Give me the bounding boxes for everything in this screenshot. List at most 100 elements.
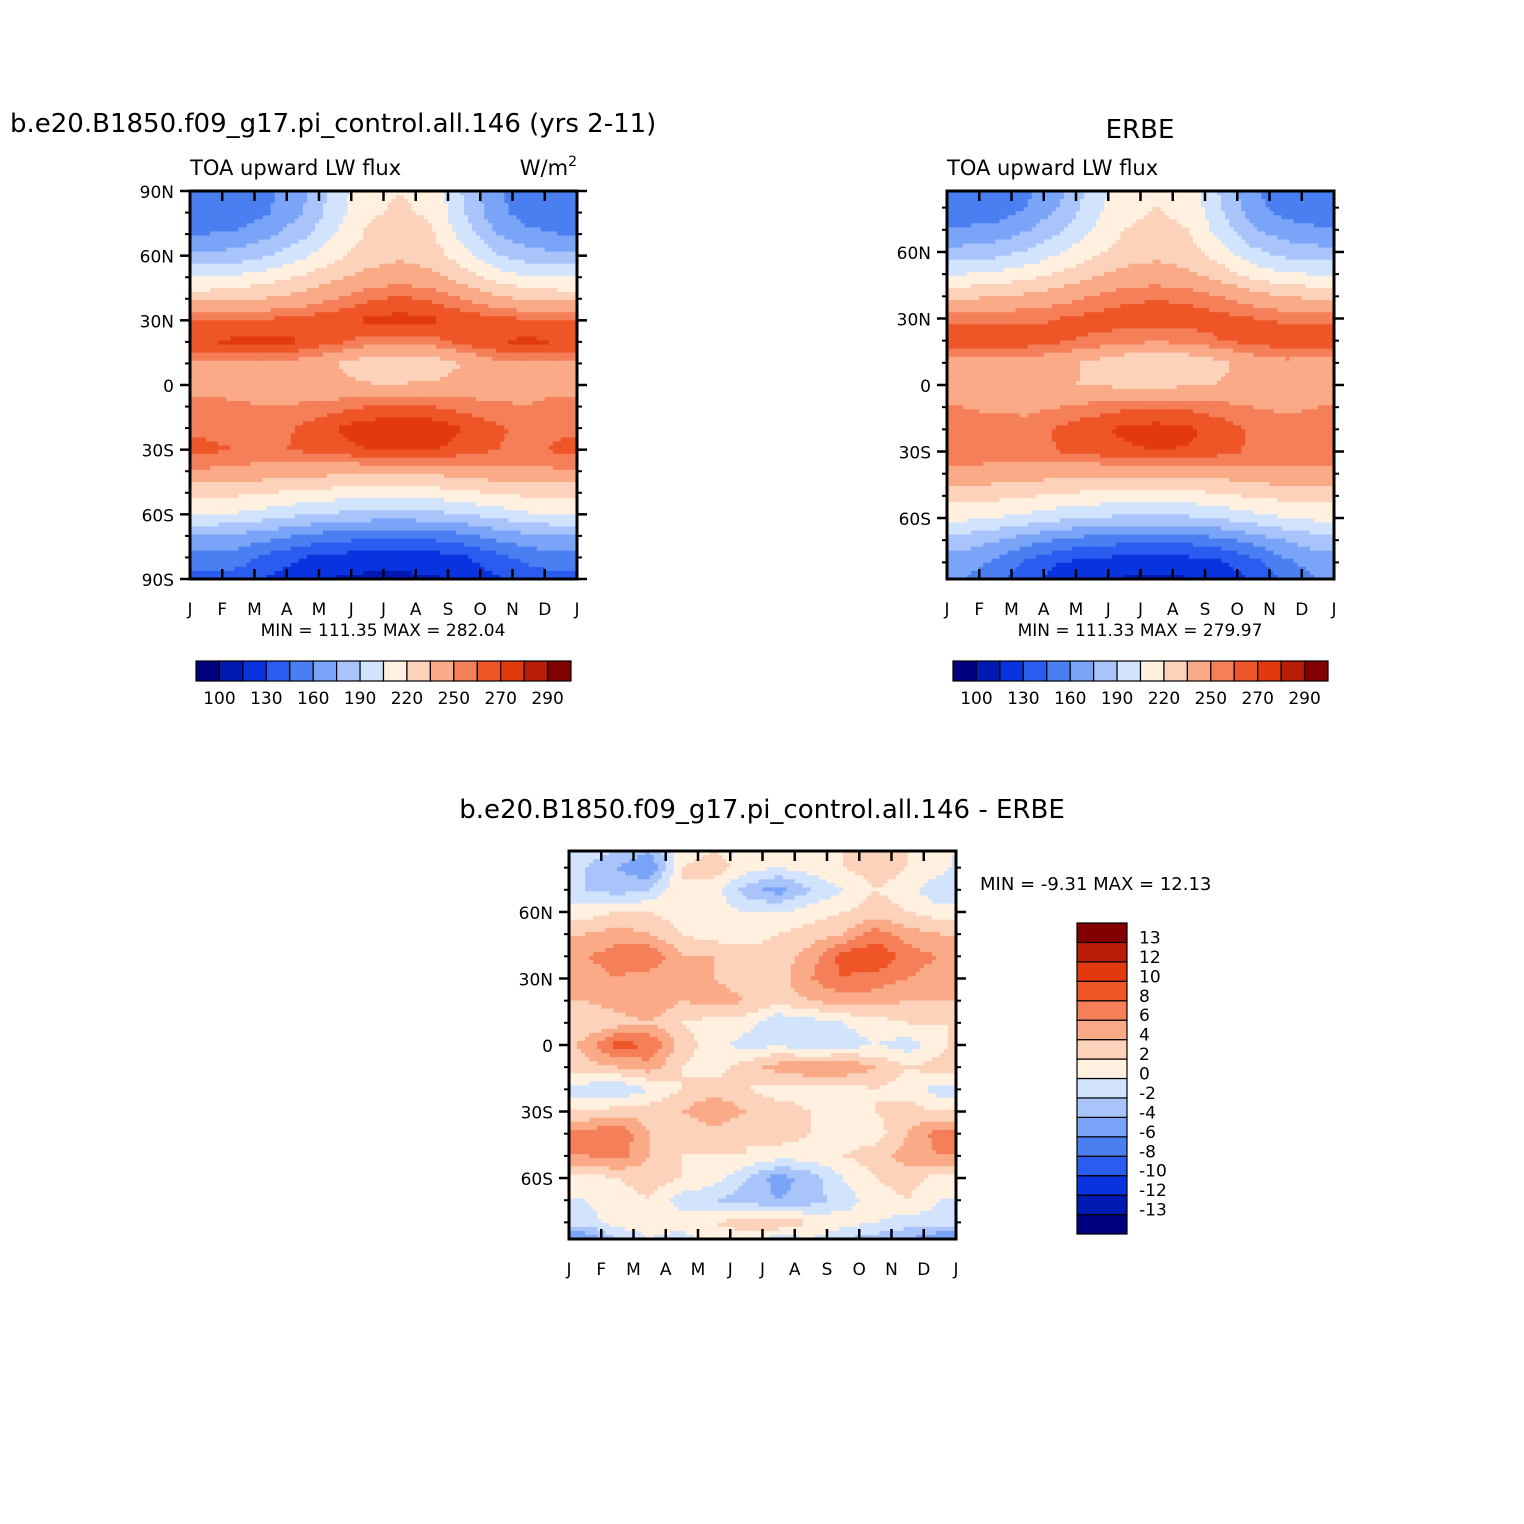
contour-cell — [391, 320, 397, 325]
contour-cell — [391, 385, 397, 390]
contour-cell — [359, 332, 364, 338]
contour-cell — [302, 191, 308, 196]
contour-cell — [431, 223, 437, 228]
contour-cell — [423, 223, 429, 228]
contour-cell — [556, 324, 562, 330]
contour-cell — [512, 195, 518, 200]
contour-cell — [343, 255, 348, 261]
contour-cell — [528, 356, 534, 362]
contour-cell — [331, 211, 336, 216]
contour-cell — [456, 227, 461, 233]
contour-cell — [327, 348, 332, 354]
contour-cell — [327, 191, 332, 196]
contour-cell — [504, 340, 510, 346]
contour-cell — [427, 312, 433, 317]
contour-cell — [323, 267, 328, 273]
contour-cell — [431, 344, 437, 350]
contour-cell — [560, 296, 566, 301]
contour-cell — [234, 348, 239, 354]
contour-cell — [464, 207, 469, 212]
contour-cell — [375, 288, 381, 293]
contour-cell — [359, 324, 364, 330]
contour-cell — [427, 195, 433, 200]
contour-cell — [472, 219, 477, 224]
contour-cell — [472, 385, 477, 390]
contour-cell — [524, 320, 530, 325]
contour-cell — [343, 372, 348, 378]
contour-cell — [431, 235, 437, 241]
contour-cell — [327, 255, 332, 261]
contour-cell — [327, 385, 332, 390]
contour-cell — [335, 304, 340, 309]
contour-cell — [564, 344, 570, 350]
contour-cell — [488, 324, 493, 330]
contour-cell — [310, 308, 316, 313]
contour-cell — [468, 275, 473, 281]
contour-cell — [564, 356, 570, 362]
contour-cell — [468, 279, 473, 285]
contour-cell — [484, 312, 489, 317]
contour-cell — [222, 271, 227, 277]
contour-cell — [246, 271, 252, 277]
contour-cell — [286, 259, 292, 265]
contour-cell — [282, 203, 288, 208]
contour-cell — [556, 283, 562, 289]
contour-cell — [383, 328, 389, 334]
contour-cell — [198, 380, 203, 386]
contour-cell — [290, 195, 296, 200]
contour-cell — [468, 243, 473, 249]
contour-cell — [516, 352, 522, 358]
contour-cell — [383, 191, 389, 196]
contour-cell — [427, 259, 433, 265]
contour-cell — [222, 376, 227, 382]
contour-cell — [415, 300, 421, 305]
contour-cell — [222, 316, 227, 321]
contour-cell — [339, 380, 344, 386]
contour-cell — [419, 275, 425, 281]
contour-cell — [544, 195, 550, 200]
contour-cell — [415, 191, 421, 196]
contour-cell — [190, 376, 195, 382]
contour-cell — [202, 235, 207, 241]
contour-cell — [556, 336, 562, 342]
contour-cell — [524, 348, 530, 354]
contour-cell — [262, 191, 268, 196]
contour-cell — [206, 332, 211, 338]
contour-cell — [262, 320, 268, 325]
contour-cell — [270, 304, 276, 309]
contour-cell — [210, 259, 215, 265]
contour-cell — [391, 304, 397, 309]
contour-cell — [532, 320, 538, 325]
contour-cell — [314, 393, 320, 398]
contour-cell — [456, 271, 461, 277]
contour-cell — [214, 251, 219, 257]
contour-cell — [439, 247, 445, 253]
contour-cell — [387, 360, 393, 366]
contour-cell — [274, 199, 280, 204]
contour-cell — [492, 312, 497, 317]
contour-cell — [198, 227, 203, 233]
contour-cell — [508, 389, 514, 394]
contour-cell — [560, 385, 566, 390]
contour-cell — [540, 279, 546, 285]
contour-cell — [323, 235, 328, 241]
contour-cell — [504, 199, 510, 204]
contour-cell — [528, 368, 534, 374]
contour-cell — [347, 251, 352, 257]
contour-cell — [439, 360, 445, 366]
contour-cell — [254, 207, 260, 212]
contour-cell — [548, 372, 554, 378]
contour-cell — [190, 304, 195, 309]
contour-cell — [234, 195, 239, 200]
contour-cell — [351, 312, 356, 317]
contour-cell — [294, 227, 300, 233]
contour-cell — [294, 308, 300, 313]
contour-cell — [488, 279, 493, 285]
contour-cell — [355, 191, 360, 196]
contour-cell — [310, 385, 316, 390]
contour-cell — [391, 223, 397, 228]
contour-cell — [572, 372, 577, 378]
contour-cell — [371, 356, 377, 362]
contour-cell — [339, 288, 344, 293]
contour-cell — [339, 279, 344, 285]
